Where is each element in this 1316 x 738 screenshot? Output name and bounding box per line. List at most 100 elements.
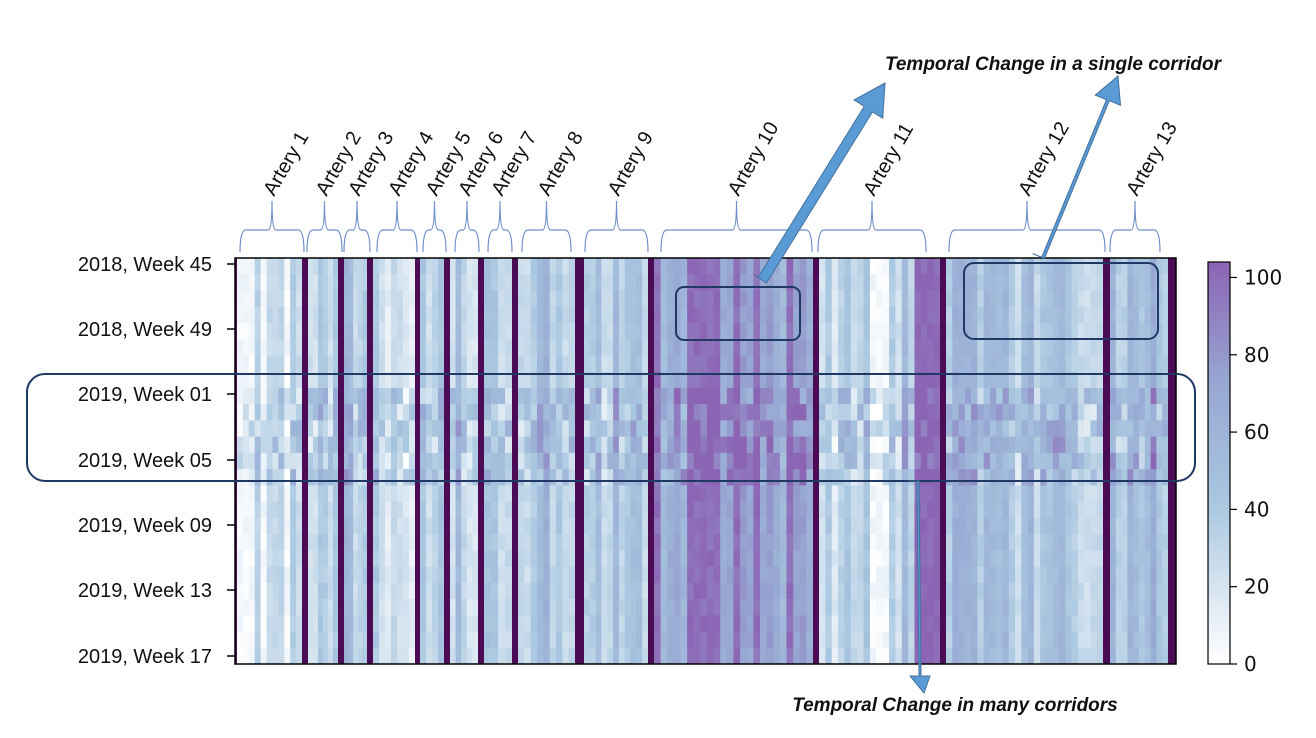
heatmap-cell [642, 485, 649, 502]
heatmap-cell [952, 550, 959, 567]
heatmap-cell [700, 501, 708, 519]
heatmap-cell [630, 582, 637, 600]
heatmap-cell [420, 404, 427, 421]
heatmap-cell [1002, 290, 1010, 308]
heatmap-cell [863, 355, 871, 373]
heatmap-cell [403, 631, 410, 649]
heatmap-cell [989, 452, 997, 470]
colorbar-tick-label: 20 [1244, 575, 1269, 599]
heatmap-cell [766, 599, 774, 616]
heatmap-cell [901, 534, 909, 551]
heatmap-cell [799, 274, 807, 291]
heatmap-cell [687, 322, 695, 340]
heatmap-cell [248, 566, 256, 584]
heatmap-cell [687, 306, 695, 324]
heatmap-cell [524, 615, 532, 632]
heatmap-cell [1015, 647, 1022, 665]
heatmap-cell [693, 647, 701, 665]
heatmap-cell [863, 566, 871, 584]
heatmap-cell [491, 647, 499, 665]
heatmap-cell [1002, 485, 1010, 502]
heatmap-cell [989, 582, 997, 600]
heatmap-cell [248, 501, 256, 519]
heatmap-cell [461, 274, 468, 291]
heatmap-cell [1144, 258, 1151, 275]
heatmap-cell [1021, 404, 1029, 421]
heatmap-cell [996, 566, 1003, 584]
heatmap-cell [491, 274, 499, 291]
heatmap-cell [624, 550, 631, 567]
heatmap-cell [432, 566, 439, 584]
heatmap-cell [613, 420, 620, 438]
heatmap-cell [1002, 371, 1010, 389]
heatmap-cell [260, 452, 267, 470]
heatmap-cell [323, 258, 329, 275]
heatmap-cell [1121, 355, 1128, 373]
heatmap-cell [333, 469, 339, 486]
heatmap-cell [1150, 436, 1157, 454]
heatmap-cell [746, 550, 754, 567]
heatmap-cell [882, 534, 890, 551]
heatmap-cell [869, 647, 877, 665]
heatmap-cell [753, 387, 761, 405]
heatmap-cell [1033, 550, 1041, 567]
heatmap-cell [920, 566, 928, 584]
heatmap-cell [895, 647, 903, 665]
heatmap-cell [740, 306, 748, 324]
heatmap-cell [362, 306, 368, 324]
heatmap-cell [726, 469, 734, 486]
heatmap-cell [1162, 647, 1169, 665]
heatmap-cell [484, 355, 492, 373]
heatmap-cell [1127, 615, 1134, 632]
heatmap-cell [484, 258, 492, 275]
heatmap-cell [568, 631, 576, 649]
heatmap-cell [1046, 290, 1054, 308]
heatmap-cell [601, 436, 608, 454]
heatmap-cell [237, 387, 244, 405]
heatmap-cell [397, 534, 404, 551]
heatmap-cell [344, 550, 349, 567]
heatmap-cell [876, 436, 884, 454]
annotations: Temporal Change in a single corridor Tem… [26, 54, 1223, 716]
heatmap-cell [914, 274, 922, 291]
heatmap-cell [308, 517, 314, 535]
heatmap-cell [773, 647, 781, 665]
heatmap-cell [952, 404, 959, 421]
heatmap-cell [876, 582, 884, 600]
heatmap-cell [958, 517, 966, 535]
heatmap-cell [549, 452, 557, 470]
heatmap-cell [693, 322, 701, 340]
heatmap-cell [607, 582, 614, 600]
heatmap-cell [318, 615, 324, 632]
heatmap-cell [850, 550, 858, 567]
heatmap-cell [977, 534, 985, 551]
heatmap-cell [1059, 517, 1066, 535]
heatmap-cell [450, 501, 456, 519]
heatmap-cell [323, 322, 329, 340]
heatmap-cell [713, 566, 721, 584]
heatmap-cell [432, 534, 439, 551]
heatmap-cell [1115, 550, 1122, 567]
heatmap-cell [484, 387, 492, 405]
heatmap-cell [958, 274, 966, 291]
heatmap-cell [857, 501, 864, 519]
heatmap-cell [786, 534, 794, 551]
heatmap-cell [844, 404, 852, 421]
heatmap-cell [472, 485, 479, 502]
heatmap-cell [409, 566, 416, 584]
heatmap-cell [607, 290, 614, 308]
heatmap-cell [927, 647, 935, 665]
heatmap-cell [1121, 647, 1128, 665]
heatmap-cell [432, 274, 439, 291]
heatmap-cell [779, 469, 787, 486]
heatmap-cell [740, 404, 748, 421]
heatmap-cell [397, 501, 404, 519]
heatmap-cell [700, 599, 708, 616]
heatmap-cell [1150, 517, 1157, 535]
heatmap-cell [472, 306, 479, 324]
heatmap-cell [753, 371, 761, 389]
heatmap-cell [455, 631, 462, 649]
heatmap-cell [333, 355, 339, 373]
heatmap-cell [1065, 469, 1072, 486]
